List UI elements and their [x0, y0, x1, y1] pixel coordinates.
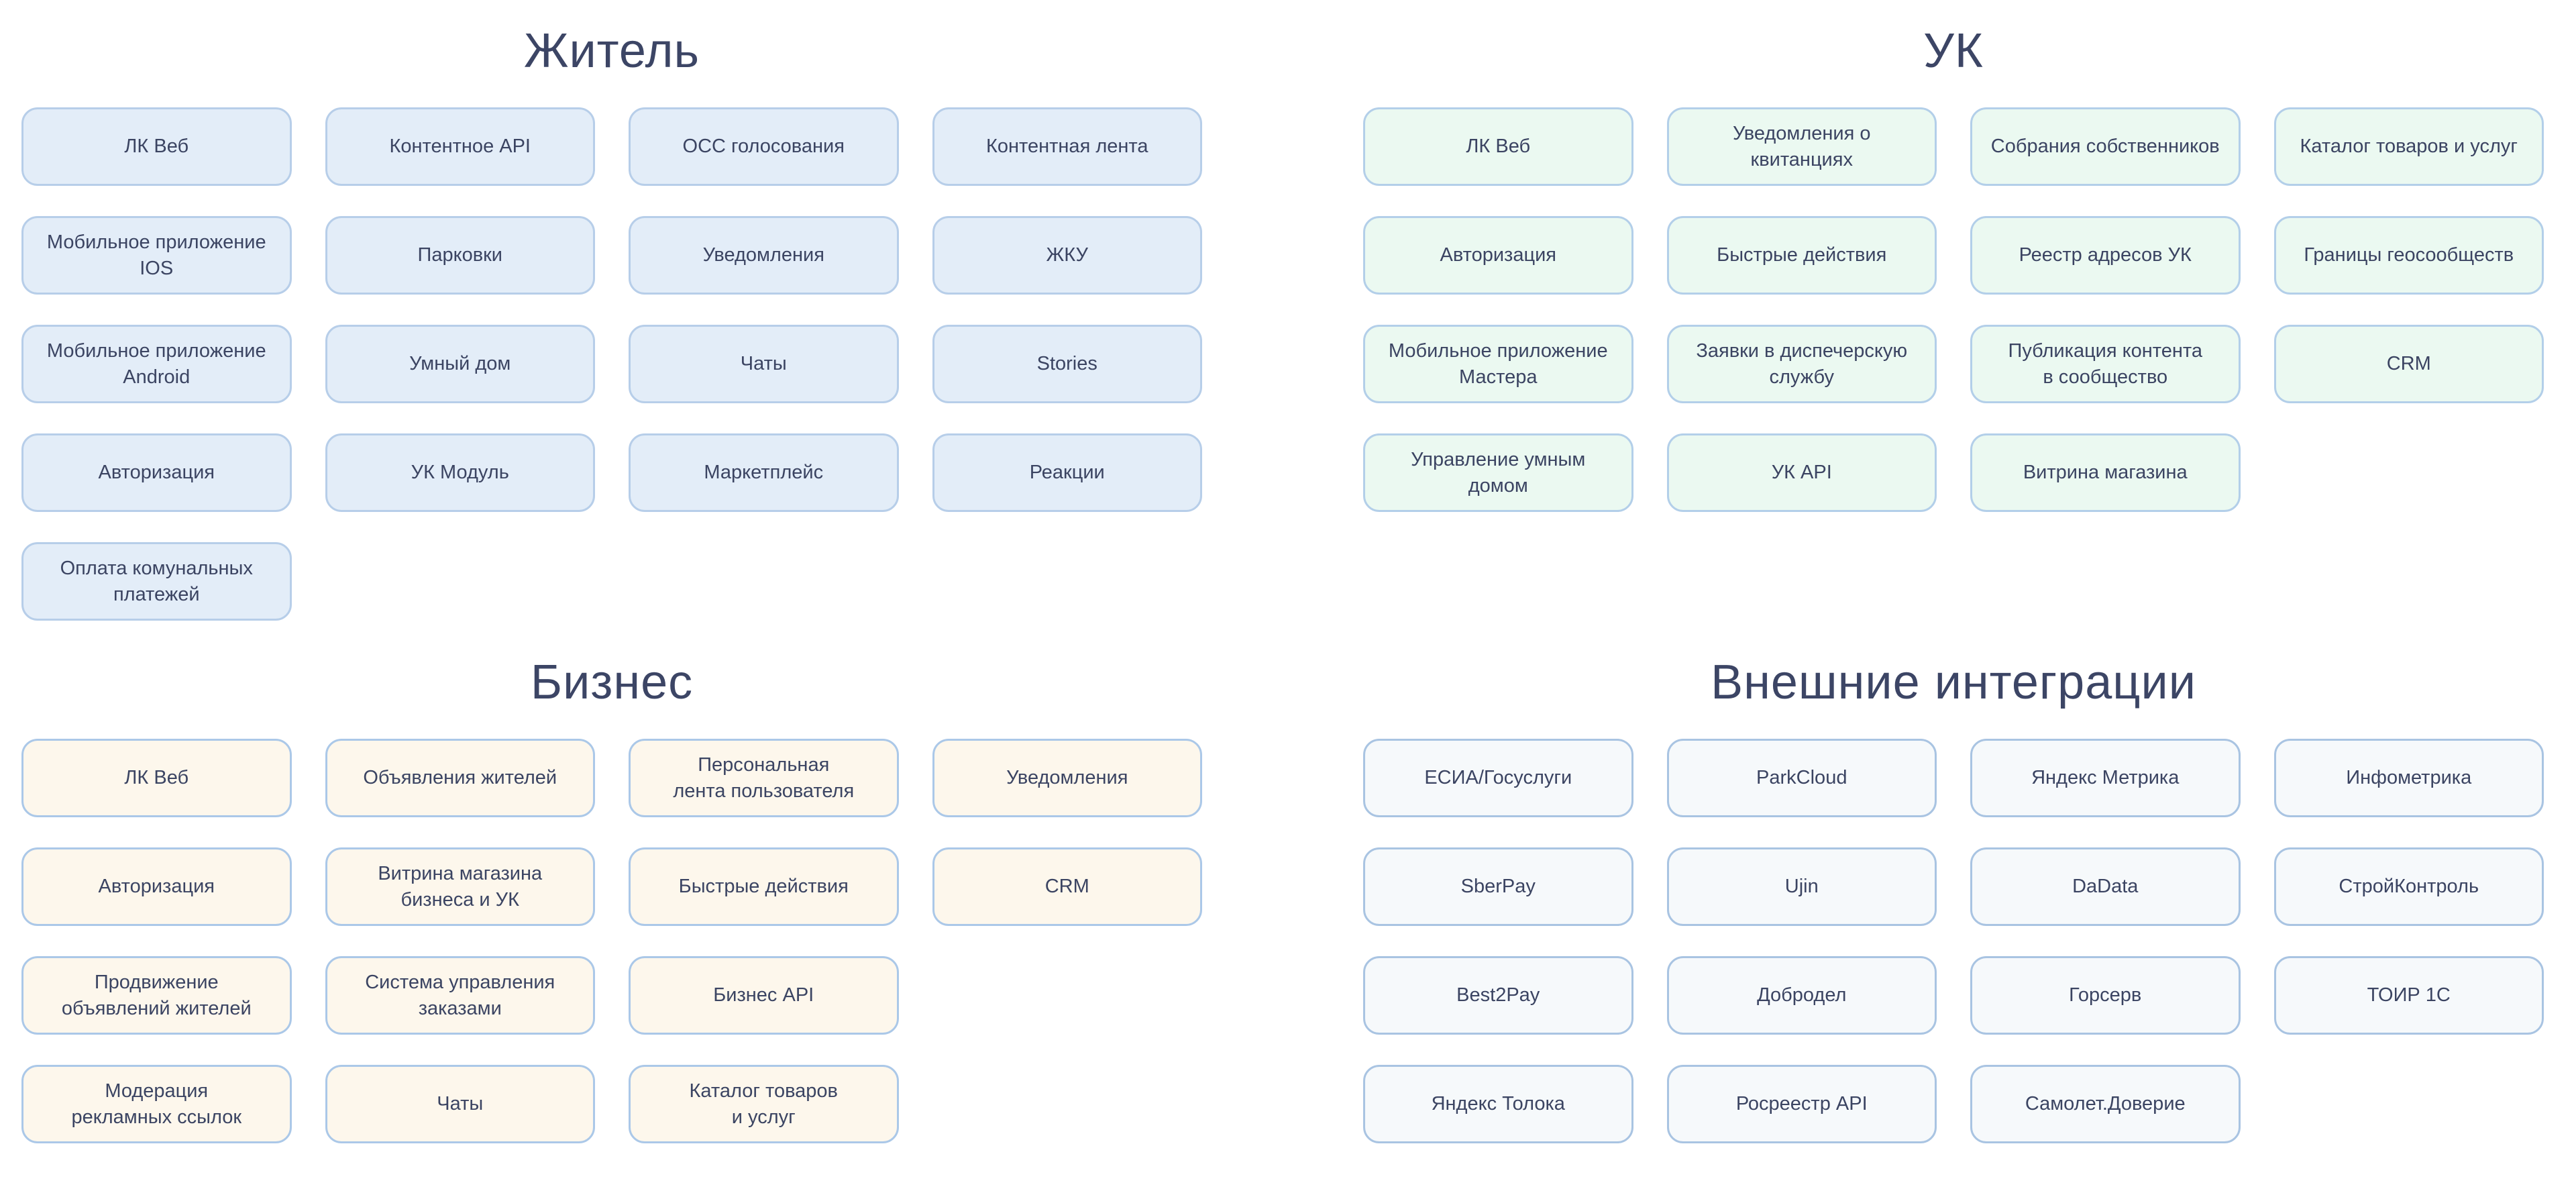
module-card: Яндекс Толока — [1363, 1065, 1633, 1143]
module-card: Чаты — [325, 1065, 595, 1143]
module-card: Управление умным домом — [1363, 433, 1633, 512]
module-card: Продвижение объявлений жителей — [21, 956, 292, 1035]
card-row: Модерация рекламных ссылок Чаты Каталог то… — [21, 1065, 1202, 1143]
module-card: Росреестр API — [1666, 1065, 1937, 1143]
card-row: Авторизация УК Модуль Маркетплейс Реакции — [21, 433, 1202, 512]
module-card: СтройКонтроль — [2273, 847, 2544, 926]
module-card: ЖКУ — [932, 216, 1202, 295]
module-card: Собрания собственников — [1970, 107, 2241, 186]
module-card: Уведомления о квитанциях — [1666, 107, 1937, 186]
module-card: Публикация контента в сообщество — [1970, 325, 2241, 403]
module-card: Каталог товаров и услуг — [2273, 107, 2544, 186]
module-card: Ujin — [1666, 847, 1937, 926]
modules-diagram: Житель ЛК Веб Контентное API ОСС голосован… — [21, 0, 2544, 1143]
section-title-uk: УК — [1923, 24, 1984, 78]
module-card: Заявки в диспечерскую службу — [1666, 325, 1937, 403]
module-card: Оплата комунальных платежей — [21, 542, 292, 621]
module-card: Уведомления — [932, 739, 1202, 817]
card-row: SberPay Ujin DaData СтройКонтроль — [1363, 847, 2544, 926]
section-cards-external: ЕСИА/Госуслуги ParkCloud Яндекс Метрика Инф… — [1363, 739, 2544, 1143]
card-row: Best2Pay Добродел Горсерв ТОИР 1С — [1363, 956, 2544, 1035]
module-card: Stories — [932, 325, 1202, 403]
module-card: Контентная лента — [932, 107, 1202, 186]
module-card: Авторизация — [21, 847, 292, 926]
module-card: Best2Pay — [1363, 956, 1633, 1035]
module-card: УК Модуль — [325, 433, 595, 512]
module-card: Реакции — [932, 433, 1202, 512]
section-cards-business: ЛК Веб Объявления жителей Персональная лен… — [21, 739, 1202, 1143]
card-row: Управление умным домом УК API Витрина мага… — [1363, 433, 2544, 512]
card-row: ЛК Веб Объявления жителей Персональная лен… — [21, 739, 1202, 817]
card-row: Яндекс Толока Росреестр API Самолет.Довери… — [1363, 1065, 2544, 1143]
card-row: ЛК Веб Уведомления о квитанциях Собрания с… — [1363, 107, 2544, 186]
module-card: Быстрые действия — [1666, 216, 1937, 295]
module-card: Система управления заказами — [325, 956, 595, 1035]
card-row: Оплата комунальных платежей — [21, 542, 1202, 621]
module-card: Яндекс Метрика — [1970, 739, 2241, 817]
module-card: Горсерв — [1970, 956, 2241, 1035]
module-card: ТОИР 1С — [2273, 956, 2544, 1035]
module-card: Мобильное приложение IOS — [21, 216, 292, 295]
card-row: Продвижение объявлений жителей Система уп… — [21, 956, 1202, 1035]
section-business: Бизнес ЛК Веб Объявления жителей Персональ… — [21, 621, 1202, 1143]
module-card: Парковки — [325, 216, 595, 295]
section-uk: УК ЛК Веб Уведомления о квитанциях Собрани… — [1363, 0, 2544, 512]
section-title-resident: Житель — [523, 24, 700, 78]
module-card: Добродел — [1666, 956, 1937, 1035]
module-card: Модерация рекламных ссылок — [21, 1065, 292, 1143]
module-card: Реестр адресов УК — [1970, 216, 2241, 295]
module-card: ЛК Веб — [1363, 107, 1633, 186]
module-card: УК API — [1666, 433, 1937, 512]
module-card: Бизнес API — [629, 956, 899, 1035]
module-card: Витрина магазина — [1970, 433, 2241, 512]
module-card: Уведомления — [629, 216, 899, 295]
module-card: Каталог товаров и услуг — [629, 1065, 899, 1143]
section-external: Внешние интеграции ЕСИА/Госуслуги ParkClo… — [1363, 621, 2544, 1143]
card-row: Мобильное приложение Android Умный дом Чат… — [21, 325, 1202, 403]
module-card: Персональная лента пользователя — [629, 739, 899, 817]
card-row: Мобильное приложение Мастера Заявки в дис… — [1363, 325, 2544, 403]
card-row: Авторизация Быстрые действия Реестр адресо… — [1363, 216, 2544, 295]
module-card: Мобильное приложение Android — [21, 325, 292, 403]
module-card: ЕСИА/Госуслуги — [1363, 739, 1633, 817]
module-card: Умный дом — [325, 325, 595, 403]
section-cards-uk: ЛК Веб Уведомления о квитанциях Собрания с… — [1363, 107, 2544, 512]
module-card: CRM — [932, 847, 1202, 926]
module-card: DaData — [1970, 847, 2241, 926]
module-card: Быстрые действия — [629, 847, 899, 926]
card-row: Авторизация Витрина магазина бизнеса и УК… — [21, 847, 1202, 926]
section-cards-resident: ЛК Веб Контентное API ОСС голосования Конте… — [21, 107, 1202, 621]
module-card: Границы геосообществ — [2273, 216, 2544, 295]
module-card: Витрина магазина бизнеса и УК — [325, 847, 595, 926]
module-card: ОСС голосования — [629, 107, 899, 186]
card-row: ЛК Веб Контентное API ОСС голосования Конте… — [21, 107, 1202, 186]
module-card: Самолет.Доверие — [1970, 1065, 2241, 1143]
section-title-external: Внешние интеграции — [1711, 656, 2196, 709]
section-resident: Житель ЛК Веб Контентное API ОСС голосован… — [21, 0, 1202, 621]
module-card: ЛК Веб — [21, 739, 292, 817]
module-card: Мобильное приложение Мастера — [1363, 325, 1633, 403]
module-card: Чаты — [629, 325, 899, 403]
module-card: Авторизация — [21, 433, 292, 512]
module-card: Объявления жителей — [325, 739, 595, 817]
module-card: Контентное API — [325, 107, 595, 186]
module-card: SberPay — [1363, 847, 1633, 926]
section-title-business: Бизнес — [530, 656, 694, 709]
module-card: Маркетплейс — [629, 433, 899, 512]
module-card: Инфометрика — [2273, 739, 2544, 817]
module-card: Авторизация — [1363, 216, 1633, 295]
module-card: CRM — [2273, 325, 2544, 403]
card-row: Мобильное приложение IOS Парковки Уведомле… — [21, 216, 1202, 295]
card-row: ЕСИА/Госуслуги ParkCloud Яндекс Метрика Инф… — [1363, 739, 2544, 817]
module-card: ЛК Веб — [21, 107, 292, 186]
module-card: ParkCloud — [1666, 739, 1937, 817]
